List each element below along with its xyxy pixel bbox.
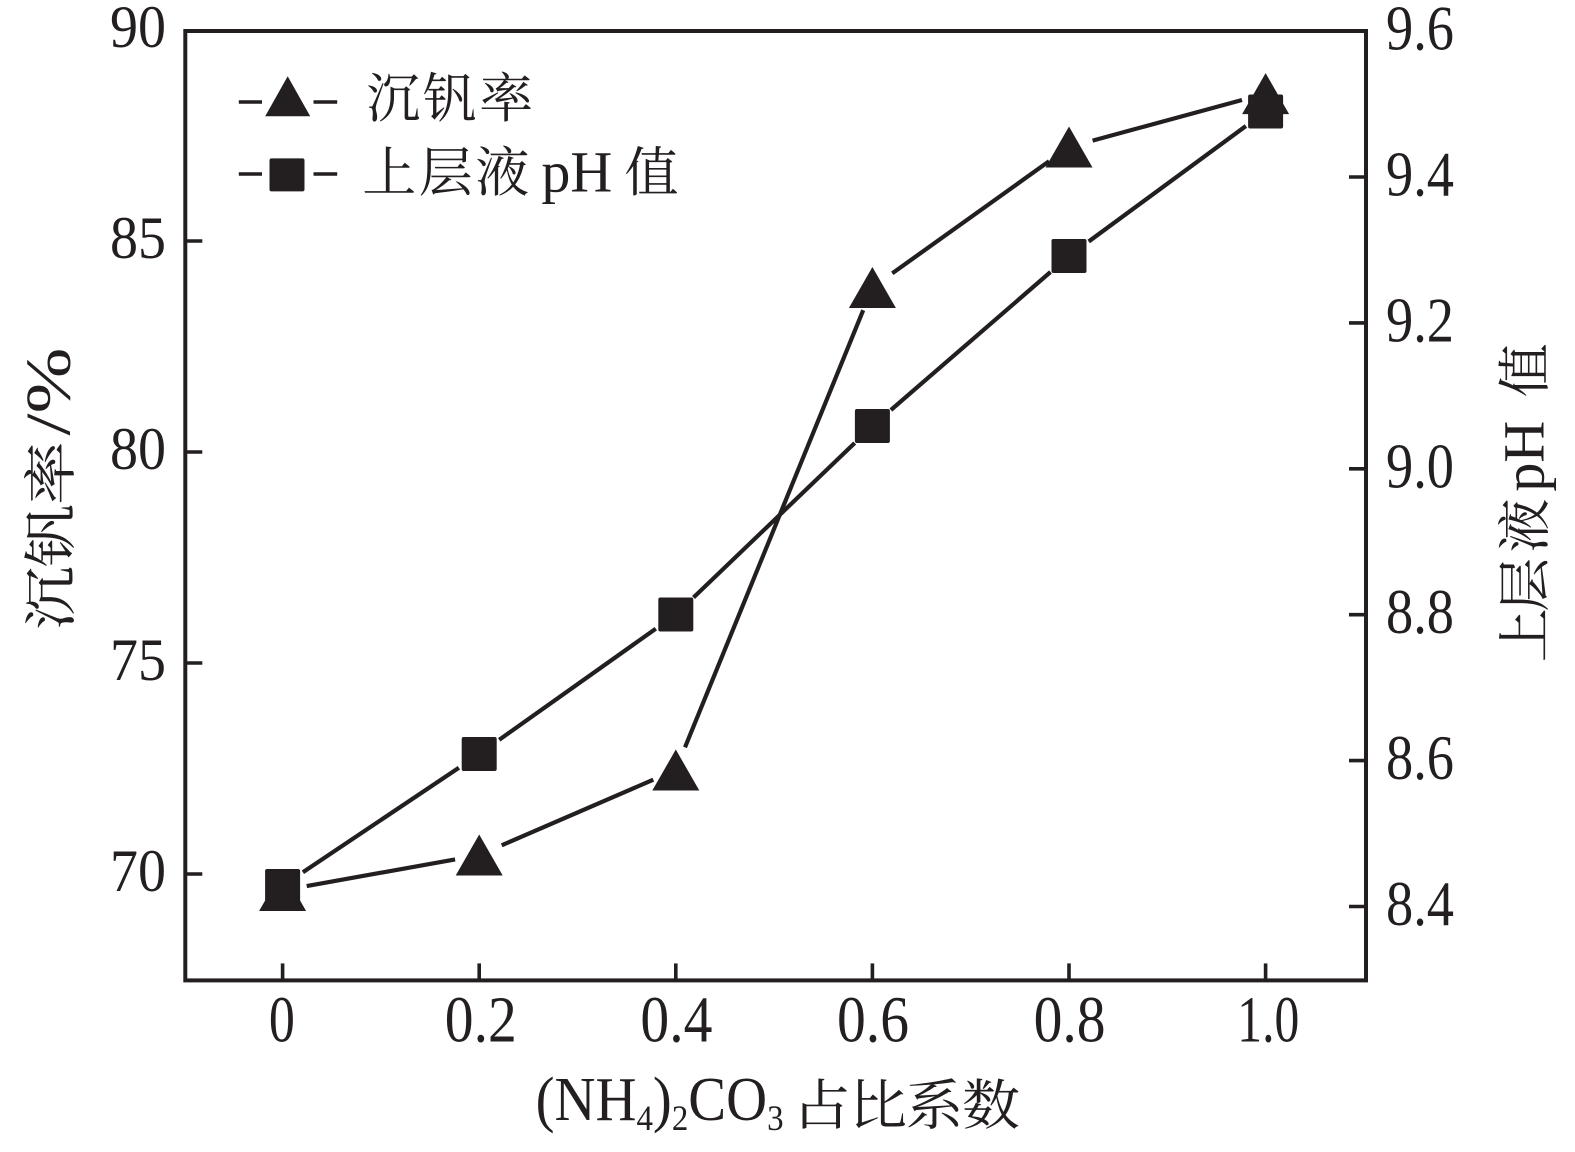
svg-text:0: 0 [269, 984, 295, 1057]
svg-text:90: 90 [110, 0, 166, 60]
svg-text:pH: pH [1492, 421, 1557, 492]
svg-text:0.4: 0.4 [640, 984, 712, 1057]
svg-text:0.6: 0.6 [837, 984, 909, 1057]
svg-text:9.2: 9.2 [1386, 285, 1454, 355]
svg-text:0.8: 0.8 [1034, 984, 1106, 1057]
svg-text:pH: pH [541, 139, 612, 204]
svg-text:9.4: 9.4 [1386, 140, 1454, 210]
svg-text:9.0: 9.0 [1386, 431, 1454, 501]
svg-text:8.6: 8.6 [1386, 723, 1454, 793]
svg-text:(NH4)2CO3: (NH4)2CO3 [536, 1066, 784, 1138]
svg-text:8.8: 8.8 [1386, 577, 1454, 647]
svg-text:/%: /% [13, 348, 84, 436]
svg-text:1.0: 1.0 [1237, 984, 1299, 1057]
svg-text:85: 85 [110, 205, 166, 271]
svg-text:0.2: 0.2 [445, 984, 517, 1057]
svg-text:9.6: 9.6 [1386, 0, 1454, 64]
svg-text:70: 70 [110, 838, 166, 904]
svg-text:75: 75 [110, 627, 166, 693]
svg-text:80: 80 [110, 416, 166, 482]
svg-text:8.4: 8.4 [1386, 869, 1454, 939]
